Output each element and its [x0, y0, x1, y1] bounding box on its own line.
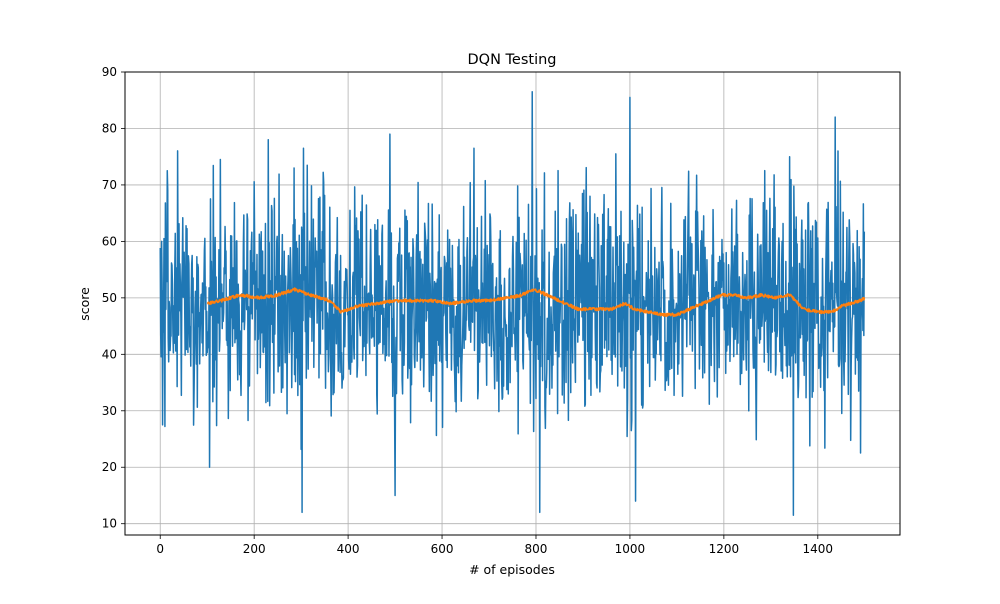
- x-tick-label: 1200: [709, 542, 740, 556]
- plot-lines: [159, 91, 866, 516]
- y-tick-label: 50: [102, 291, 117, 305]
- y-tick-label: 10: [102, 517, 117, 531]
- y-tick-label: 80: [102, 121, 117, 135]
- x-tick-label: 200: [243, 542, 266, 556]
- x-axis-label: # of episodes: [469, 562, 555, 577]
- y-tick-label: 20: [102, 460, 117, 474]
- y-tick-label: 90: [102, 65, 117, 79]
- plot-frame: [124, 71, 901, 536]
- chart-title: DQN Testing: [467, 52, 556, 68]
- y-axis-label: score: [77, 287, 92, 321]
- x-tick-label: 400: [337, 542, 360, 556]
- y-tick-label: 40: [102, 347, 117, 361]
- x-tick-label: 800: [525, 542, 548, 556]
- x-tick-label: 0: [156, 542, 164, 556]
- ticks: 0 200 400 600 800 1000 1200 1400 10 20 30 40 50 60 70 8…: [102, 65, 833, 556]
- series-line-score: [159, 91, 866, 516]
- y-tick-label: 30: [102, 404, 117, 418]
- series-line-moving-average: [206, 287, 866, 318]
- y-tick-label: 60: [102, 234, 117, 248]
- x-tick-label: 1000: [615, 542, 646, 556]
- x-tick-label: 600: [431, 542, 454, 556]
- y-tick-label: 70: [102, 178, 117, 192]
- x-tick-label: 1400: [803, 542, 834, 556]
